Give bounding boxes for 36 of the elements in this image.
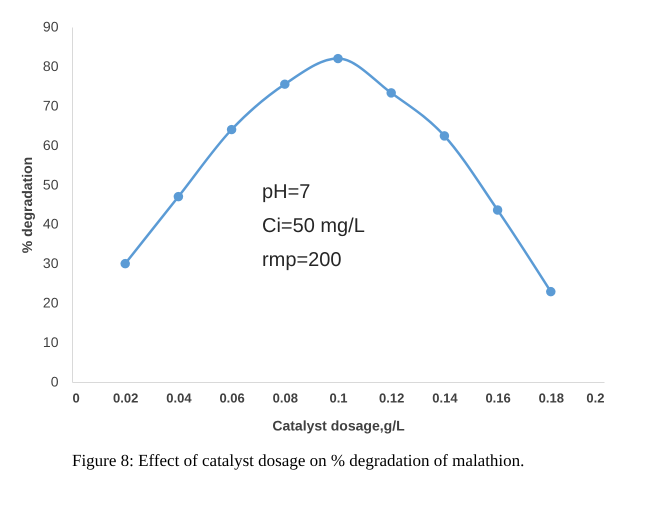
caption: Figure 8: Effect of catalyst dosage on % degradation of malathion. [72, 451, 524, 470]
point [174, 192, 184, 202]
annotation: rmp=200 [262, 249, 342, 271]
y-tick-label: 60 [42, 136, 59, 153]
x-tick-label: 0.1 [329, 390, 348, 406]
x-tick-label: 0.02 [113, 390, 138, 406]
point [226, 124, 236, 134]
y-tick-label: 40 [42, 216, 59, 232]
point [120, 258, 130, 268]
y-tick-label: 10 [42, 334, 59, 350]
point [386, 88, 396, 98]
y-tick-label: 30 [42, 255, 59, 272]
annotation: pH=7 [262, 181, 310, 203]
point [280, 79, 290, 89]
x-tick-label: 0 [72, 390, 80, 406]
y-tick-label: 20 [42, 294, 59, 311]
x-tick-label: 0.16 [485, 390, 511, 406]
x-tick-label: 0.2 [586, 390, 604, 406]
y-tick-label: 90 [42, 18, 59, 34]
x-tick-label: 0.18 [538, 390, 564, 406]
x-tick-label: 0.12 [379, 390, 404, 406]
x-tick-label: 0.14 [432, 390, 458, 406]
x-tick-label: 0.08 [272, 390, 298, 406]
annotation: Ci=50 mg/L [262, 215, 365, 237]
point [546, 286, 556, 296]
y-axis-title: % degradation [18, 156, 35, 254]
y-tick-label: 80 [42, 58, 59, 74]
x-axis-title: Catalyst dosage,g/L [272, 418, 406, 434]
point [440, 131, 450, 141]
x-tick-label: 0.06 [219, 390, 245, 406]
y-tick-label: 70 [42, 97, 59, 114]
point [492, 205, 502, 215]
y-tick-label: 50 [42, 176, 59, 192]
point [333, 54, 343, 64]
x-tick-label: 0.04 [166, 390, 192, 406]
y-tick-label: 0 [50, 374, 59, 390]
